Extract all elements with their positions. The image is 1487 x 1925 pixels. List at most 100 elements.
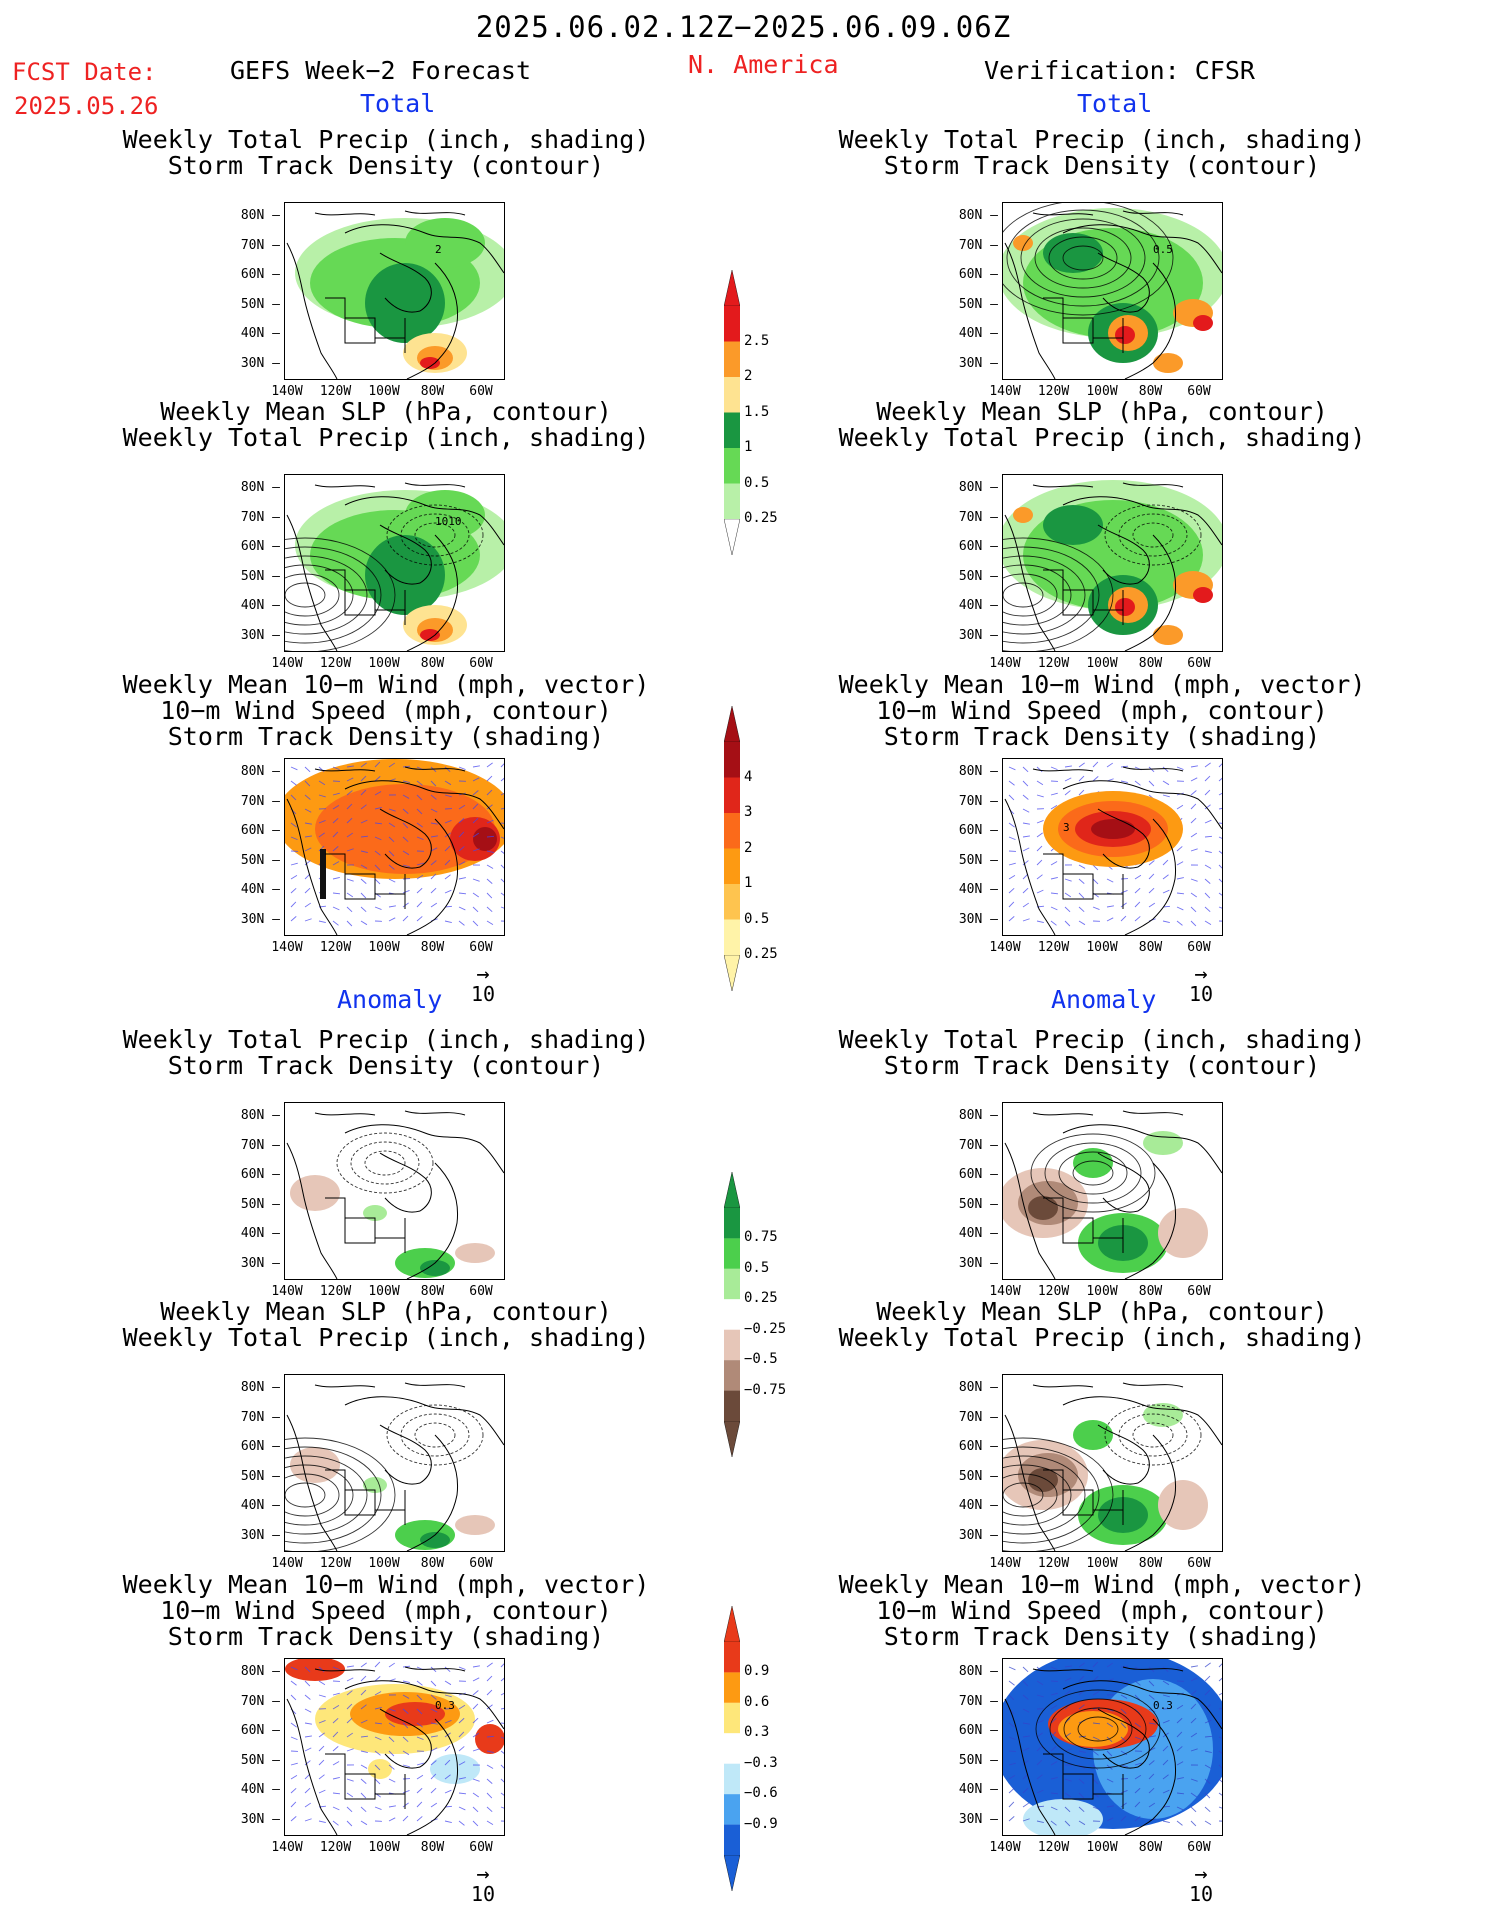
map-obs-precip-anom [1002,1102,1223,1280]
colorbar-tick-label: −0.75 [744,1381,787,1398]
colorbar-tick-label: 0.25 [744,1290,778,1307]
lat-tick-label: 80N – [958,1108,998,1123]
arrow-right-icon: → [476,1862,490,1887]
lat-tick-label: 70N – [240,237,280,253]
lon-tick-label: 100W [368,1284,400,1299]
colorbar-tick-label: 2 [744,839,753,856]
contour-label: 0.3 [1153,1699,1173,1712]
lon-tick-label: 60W [469,1556,493,1571]
lon-tick-label: 100W [1086,940,1118,955]
lat-tick-label: 80N – [240,1664,280,1679]
lat-tick-label: 60N – [240,1439,280,1454]
lon-tick-label: 80W [1138,940,1163,955]
section-anomaly-left: Anomaly [337,985,443,1014]
colorbar-tick-label: −0.6 [744,1785,778,1802]
map-obs-slp-anom [1002,1374,1223,1552]
colorbar-tick-label: 2.5 [744,332,770,349]
lon-tick-label: 120W [319,384,352,399]
lat-tick-label: 80N – [958,208,998,223]
lon-tick-label: 120W [319,940,352,955]
region-label: N. America [688,50,839,79]
title-obs-precip-anom: Weekly Total Precip (inch, shading) Stor… [838,1025,1366,1080]
lon-tick-label: 80W [1138,1284,1163,1299]
map-obs-wind-anom: 0.3 [1002,1658,1223,1836]
lon-tick-label: 100W [368,1840,400,1855]
lon-tick-label: 80W [420,1556,445,1571]
title-obs-precip-total: Weekly Total Precip (inch, shading) Stor… [838,125,1366,180]
lon-tick-label: 120W [319,1840,352,1855]
lon-tick-label: 100W [368,384,400,399]
lat-tick-label: 60N – [958,823,998,838]
map-fcst-slp-total: 1010 [284,474,505,652]
lon-tick-label: 60W [1187,1556,1211,1571]
lon-tick-label: 100W [1086,384,1118,399]
lat-tick-label: 80N – [240,1380,280,1395]
vector-ref-fcst-anom: → 10 [453,1862,513,1907]
colorbar-tick-label: 0.5 [744,1259,770,1276]
lon-tick-label: 120W [1037,1556,1070,1571]
lat-tick-label: 80N – [958,480,998,495]
lat-tick-label: 70N – [958,237,998,253]
lon-tick-label: 140W [989,1840,1021,1855]
title-fcst-precip-total: Weekly Total Precip (inch, shading) Stor… [122,125,650,180]
lon-tick-label: 120W [1037,656,1070,671]
fcst-date-label: FCST Date: [12,58,157,86]
colorbar-tick-label: 1 [744,875,753,891]
map-obs-wind-total: 3 [1002,758,1223,936]
lon-tick-label: 80W [1138,384,1163,399]
forecast-name: GEFS Week−2 Forecast [230,56,532,85]
lon-tick-label: 80W [420,656,445,671]
lon-tick-label: 100W [1086,1556,1118,1571]
title-fcst-slp-anom: Weekly Mean SLP (hPa, contour) Weekly To… [122,1297,650,1352]
lat-tick-label: 70N – [958,1137,998,1153]
lat-tick-label: 60N – [240,1723,280,1738]
date-range-title: 2025.06.02.12Z−2025.06.09.06Z [475,10,1012,44]
lon-tick-label: 140W [271,656,303,671]
map-fcst-slp-anom [284,1374,505,1552]
title-obs-slp-anom: Weekly Mean SLP (hPa, contour) Weekly To… [838,1297,1366,1352]
lon-tick-label: 80W [1138,1556,1163,1571]
lon-tick-label: 60W [469,940,493,955]
map-fcst-wind-anom: 0.3 [284,1658,505,1836]
colorbar-tick-label: 4 [744,768,753,785]
lon-tick-label: 60W [469,1284,493,1299]
lon-tick-label: 100W [1086,1840,1118,1855]
lon-tick-label: 80W [1138,1840,1163,1855]
colorbar-tick-label: 0.3 [744,1724,770,1741]
lat-tick-label: 50N – [240,296,280,312]
verification-label: Verification: CFSR [984,56,1255,85]
lat-tick-label: 80N – [240,480,280,495]
lat-tick-label: 30N – [240,1527,280,1543]
colorbar-precip-anom [724,1172,740,1457]
lon-tick-label: 100W [368,1556,400,1571]
colorbar-tick-label: 3 [744,804,753,820]
lon-tick-label: 80W [420,384,445,399]
lat-tick-label: 60N – [958,1167,998,1182]
lon-tick-label: 60W [1187,1840,1211,1855]
lon-tick-label: 60W [469,656,493,671]
colorbar-tick-label: −0.3 [744,1754,778,1771]
lat-tick-label: 50N – [240,1468,280,1484]
section-anomaly-right: Anomaly [1051,985,1157,1014]
title-obs-wind-total: Weekly Mean 10−m Wind (mph, vector) 10−m… [838,670,1366,751]
lat-tick-label: 50N – [240,852,280,868]
title-obs-wind-anom: Weekly Mean 10−m Wind (mph, vector) 10−m… [838,1570,1366,1651]
lon-tick-label: 120W [1037,940,1070,955]
colorbar-storm-anom [724,1606,740,1891]
lat-tick-label: 50N – [240,568,280,584]
lat-tick-label: 40N – [240,1782,280,1797]
colorbar-precip-total [724,270,740,555]
lon-tick-label: 140W [271,384,303,399]
lon-tick-label: 120W [319,1284,352,1299]
lat-tick-label: 30N – [958,1255,998,1271]
lat-tick-label: 50N – [240,1196,280,1212]
section-total-left: Total [360,89,436,118]
colorbar-storm-total [724,706,740,991]
lat-tick-label: 30N – [240,627,280,643]
lon-tick-label: 120W [319,1556,352,1571]
lon-tick-label: 60W [1187,940,1211,955]
lon-tick-label: 140W [989,940,1021,955]
lat-tick-label: 80N – [958,1664,998,1679]
lon-tick-label: 120W [1037,1284,1070,1299]
lat-tick-label: 30N – [958,911,998,927]
